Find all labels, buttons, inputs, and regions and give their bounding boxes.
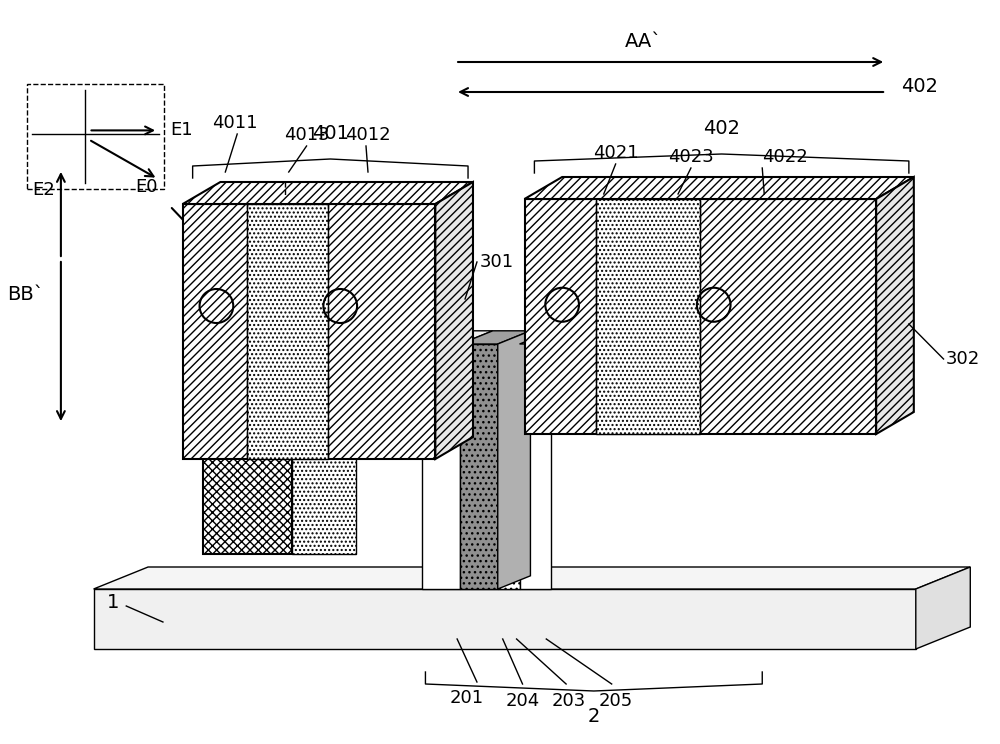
Text: 4022: 4022 (762, 148, 808, 166)
Text: 4011: 4011 (212, 114, 258, 132)
Text: 302: 302 (946, 350, 980, 368)
Bar (422, 344, 460, 589)
Polygon shape (876, 177, 914, 434)
Polygon shape (916, 567, 970, 649)
Polygon shape (460, 331, 530, 344)
Bar (292, 454, 356, 554)
Polygon shape (524, 177, 914, 199)
Text: 4023: 4023 (668, 148, 714, 166)
Text: 301: 301 (480, 253, 514, 271)
Text: 4013: 4013 (284, 126, 329, 144)
Bar (183, 204, 435, 459)
Text: CC`: CC` (229, 275, 266, 294)
Bar (596, 199, 700, 434)
Text: 402: 402 (703, 119, 740, 138)
Text: 205: 205 (599, 692, 633, 710)
Text: AA`: AA` (625, 32, 662, 51)
Text: E1: E1 (170, 121, 192, 139)
Polygon shape (520, 331, 584, 344)
Bar (247, 204, 328, 459)
Bar (498, 344, 520, 589)
Text: 4021: 4021 (593, 144, 638, 162)
Bar (524, 199, 876, 434)
Polygon shape (422, 331, 493, 344)
Text: 201: 201 (450, 689, 484, 707)
Polygon shape (183, 182, 473, 204)
Text: 402: 402 (901, 77, 938, 95)
Text: 401: 401 (312, 124, 349, 143)
Polygon shape (498, 331, 530, 589)
Text: 4012: 4012 (345, 126, 391, 144)
Bar (203, 454, 292, 554)
Bar (94, 589, 916, 649)
Bar (460, 344, 498, 589)
Text: BB`: BB` (8, 284, 44, 304)
Text: 1: 1 (107, 592, 120, 612)
Bar (520, 344, 551, 589)
Text: 203: 203 (552, 692, 586, 710)
Polygon shape (435, 182, 473, 459)
Text: E0: E0 (135, 178, 158, 196)
Text: 204: 204 (505, 692, 540, 710)
Text: E2: E2 (32, 181, 55, 199)
Text: 2: 2 (588, 707, 600, 726)
Polygon shape (94, 567, 970, 589)
